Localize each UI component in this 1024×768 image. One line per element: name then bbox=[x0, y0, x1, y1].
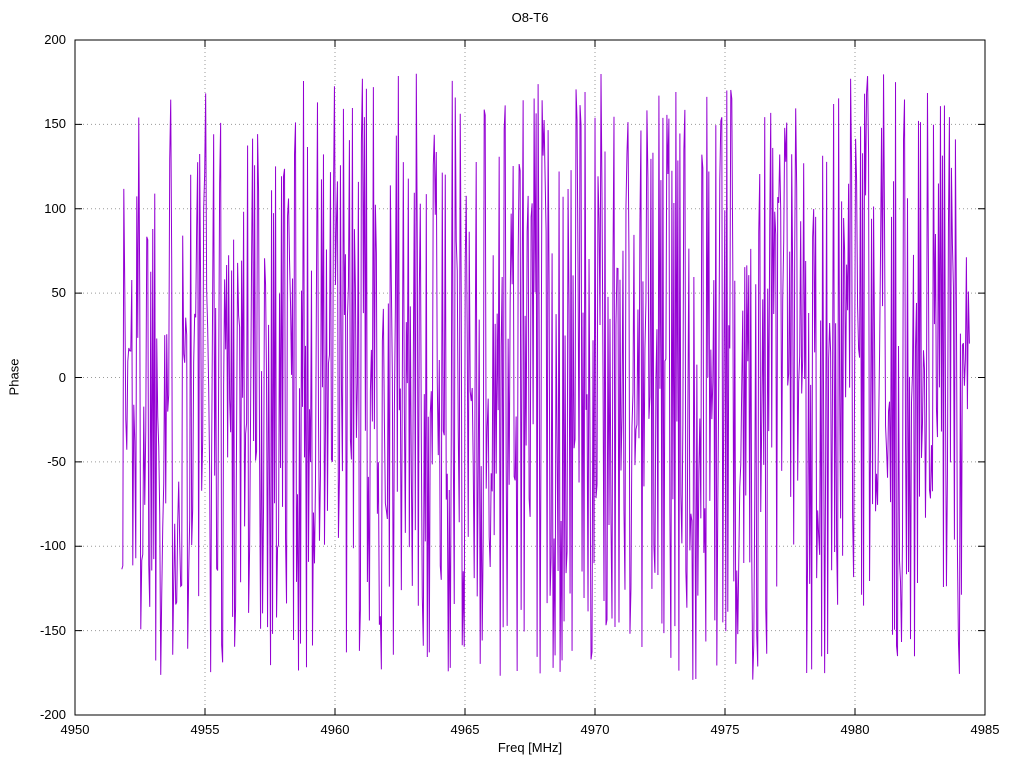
x-tick-label: 4985 bbox=[970, 722, 1000, 737]
y-tick-label: -200 bbox=[39, 707, 66, 722]
x-tick-label: 4950 bbox=[60, 722, 90, 737]
y-tick-label: 0 bbox=[58, 369, 66, 385]
x-tick-label: 4965 bbox=[450, 722, 480, 737]
y-tick-label: -50 bbox=[47, 453, 66, 469]
series-phase bbox=[121, 73, 970, 680]
y-tick-label: 200 bbox=[44, 32, 66, 47]
y-tick-label: 50 bbox=[51, 285, 66, 301]
x-tick-label: 4980 bbox=[840, 722, 870, 737]
y-tick-label: -100 bbox=[39, 538, 66, 554]
x-tick-label: 4975 bbox=[710, 722, 740, 737]
y-tick-label: 100 bbox=[44, 200, 66, 216]
x-tick-label: 4970 bbox=[580, 722, 610, 737]
chart-title: O8-T6 bbox=[511, 10, 549, 25]
y-tick-label: -150 bbox=[39, 622, 66, 638]
x-tick-label: 4960 bbox=[320, 722, 350, 737]
y-tick-label: 150 bbox=[44, 116, 66, 132]
x-tick-label: 4955 bbox=[190, 722, 220, 737]
x-axis-label: Freq [MHz] bbox=[497, 740, 563, 755]
